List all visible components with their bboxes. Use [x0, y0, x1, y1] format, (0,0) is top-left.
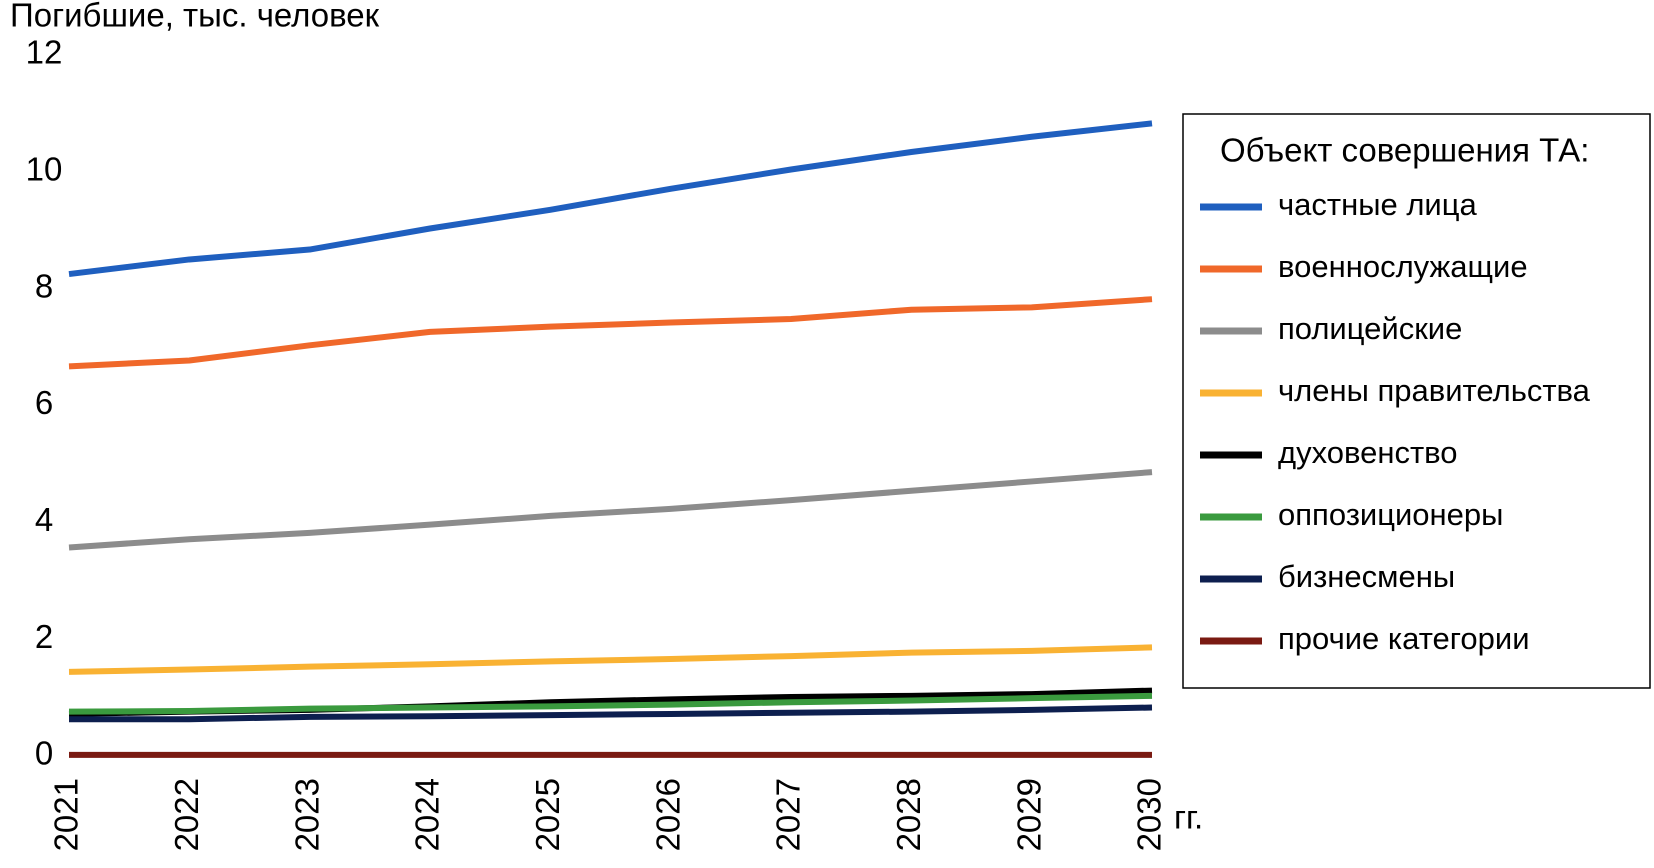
legend-label: члены правительства	[1278, 373, 1591, 408]
legend-label: прочие категории	[1278, 621, 1530, 656]
y-tick-label: 12	[26, 34, 63, 71]
y-tick-label: 6	[35, 384, 53, 421]
y-tick-label: 2	[35, 618, 53, 655]
y-axis-label: Погибшие, тыс. человек	[10, 0, 380, 34]
legend-label: военнослужащие	[1278, 249, 1528, 284]
series-line	[68, 296, 1153, 370]
x-tick-label: 2027	[770, 778, 807, 851]
legend-label: частные лица	[1278, 187, 1478, 222]
legend-label: полицейские	[1278, 311, 1462, 346]
series-line	[68, 469, 1153, 551]
x-axis-label: гг.	[1174, 799, 1203, 836]
series-line	[68, 692, 1153, 715]
x-tick-label: 2030	[1131, 778, 1168, 851]
y-tick-label: 4	[35, 501, 53, 538]
legend-label: оппозиционеры	[1278, 497, 1503, 532]
x-tick-label: 2021	[48, 778, 85, 851]
x-tick-label: 2025	[529, 778, 566, 851]
y-tick-label: 10	[26, 151, 63, 188]
legend-label: бизнесмены	[1278, 559, 1455, 594]
x-tick-label: 2026	[649, 778, 686, 851]
series-line	[68, 644, 1153, 675]
series-line	[69, 704, 1153, 723]
x-tick-label: 2022	[168, 778, 205, 851]
x-tick-label: 2029	[1010, 778, 1047, 851]
x-tick-label: 2028	[890, 778, 927, 851]
legend-label: духовенство	[1278, 435, 1458, 470]
legend: частные лица военнослужащие полицейские чле…	[1200, 187, 1591, 656]
x-tick-label: 2024	[409, 778, 446, 851]
x-tick-label: 2023	[288, 778, 325, 851]
series-line	[68, 120, 1153, 278]
y-tick-label: 8	[35, 267, 53, 304]
legend-title: Объект совершения ТА:	[1220, 132, 1589, 169]
y-tick-label: 0	[35, 735, 53, 772]
